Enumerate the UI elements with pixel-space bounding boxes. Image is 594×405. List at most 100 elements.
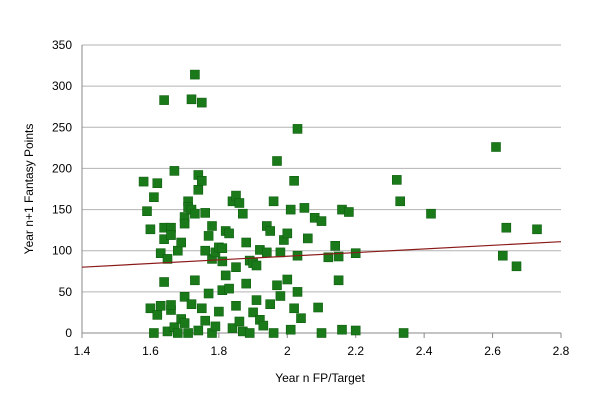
data-point [193,325,204,336]
data-point [234,316,245,327]
data-point [350,325,361,336]
data-point [258,320,269,331]
data-point [186,94,197,105]
y-tick-label: 150 [52,203,72,217]
data-point [145,303,156,314]
data-point [203,288,214,299]
data-point [289,176,299,186]
data-point [330,241,341,251]
data-point [248,307,258,318]
data-point [261,247,272,258]
data-point [251,260,262,271]
data-point [244,328,255,338]
data-point [183,328,193,338]
x-tick-label: 2.4 [416,344,433,358]
data-point [337,324,347,335]
data-point [272,280,282,291]
data-point [155,248,166,258]
data-point [272,156,282,166]
y-tick-label: 300 [52,79,72,93]
data-point [302,233,313,244]
data-point [217,256,228,267]
data-point [207,221,217,231]
data-point [275,247,286,258]
data-point [149,192,159,202]
y-tick-labels: 0 50 100 150 200 250 300 350 [52,38,72,340]
data-point [532,224,542,235]
data-point [426,208,436,219]
data-point [152,310,163,320]
data-point [275,291,286,301]
x-tick-label: 1.6 [142,344,159,358]
data-point [200,208,210,218]
data-point [200,245,210,256]
data-point [200,315,210,326]
data-point [289,303,299,314]
data-point [231,262,241,273]
trendline-group [81,241,562,268]
y-tick-label: 50 [59,285,73,299]
data-point [155,300,166,311]
y-axis-title: Year n+1 Fantasy Points [22,124,36,255]
data-point [217,243,228,253]
data-point [241,278,251,289]
data-point [316,216,327,226]
data-point [203,231,214,241]
x-tick-label: 1.8 [211,344,228,358]
data-point [395,196,406,207]
trendline [81,241,562,268]
data-point [296,313,306,324]
data-point [344,207,354,217]
data-point [251,295,262,305]
data-point [169,166,180,176]
data-point [316,328,327,338]
data-point [159,95,169,105]
x-tick-label: 1.4 [74,344,91,358]
data-point [391,175,402,185]
data-point [173,328,183,338]
data-point [179,318,190,328]
data-point [214,306,224,317]
data-point [333,275,344,286]
data-point [323,252,334,263]
data-point [176,237,186,248]
data-point [238,208,248,219]
data-point [234,198,245,208]
y-tick-label: 350 [52,38,72,52]
data-points [138,69,542,338]
x-tick-label: 2 [284,344,291,358]
data-point [210,321,221,332]
data-point [224,283,234,294]
y-tick-label: 200 [52,161,72,175]
data-point [149,328,159,338]
data-point [162,254,173,264]
data-point [313,302,323,313]
x-tick-label: 2.6 [484,344,501,358]
y-tick-label: 100 [52,244,72,258]
data-point [179,218,190,229]
data-point [292,287,303,297]
data-point [497,250,508,261]
data-point [186,299,197,310]
data-point [190,69,200,80]
x-tick-label: 2.2 [347,344,364,358]
data-point [282,228,293,239]
data-point [224,228,234,239]
data-point [197,303,207,314]
data-point [491,142,501,152]
y-tick-label: 0 [65,326,72,340]
data-point [268,328,279,338]
data-point [173,245,183,256]
x-tick-label: 2.8 [553,344,570,358]
data-point [285,204,296,215]
data-point [333,251,344,262]
x-tick-labels: 1.4 1.6 1.8 2 2.2 2.4 2.6 2.8 [74,344,570,358]
data-point [265,226,276,236]
data-point [145,224,156,235]
data-point [265,299,276,310]
x-axis-title: Year n FP/Target [275,371,365,385]
data-point [231,300,241,311]
data-point [138,176,149,187]
data-point [152,178,163,188]
